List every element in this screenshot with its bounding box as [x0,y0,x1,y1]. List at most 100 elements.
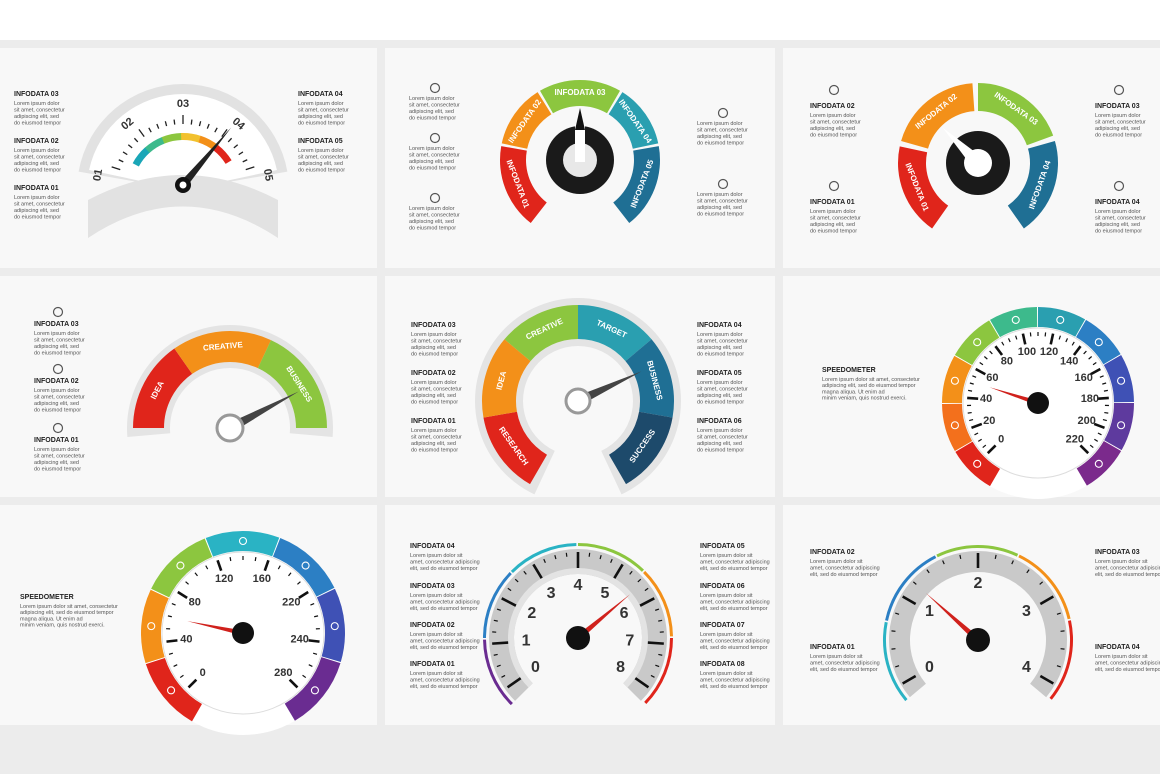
major-tick [1072,345,1082,356]
rim-arc [483,572,512,638]
minor-tick [229,556,232,562]
item-text: Lorem ipsum dolor [409,96,455,102]
item-title: INFODATA 04 [298,91,343,98]
minor-tick [312,652,318,655]
segment [174,331,271,374]
minor-tick [194,572,198,577]
major-tick [166,639,178,643]
item-text: adipiscing elit, sed [411,345,456,351]
scale-label: 160 [1074,372,1092,384]
ring-icon [176,561,185,570]
major-tick [1079,444,1090,455]
dial-tick [138,128,145,137]
minor-tick [314,615,319,618]
icon [52,363,64,375]
item-text: Lorem ipsum dolor sit [810,559,863,565]
item-text: sit amet, consectetur [697,387,748,393]
icon [1113,84,1125,96]
item-title: INFODATA 04 [697,322,742,329]
icon [429,132,441,144]
item-text: adipiscing elit, sed [409,109,454,115]
ring-icon [973,459,982,468]
scale-label: 180 [1081,393,1099,405]
item-text: elit, sed do eiusmod tempor [1095,572,1160,578]
scale-label: 140 [1060,355,1078,367]
minor-tick [658,653,663,656]
minor-tick [1092,362,1097,366]
icon [1113,180,1125,192]
scale-label: 100 [1018,346,1036,358]
needle-hub-inner [179,181,187,189]
minor-tick [1104,411,1109,414]
top-band [0,0,1160,40]
minor-tick [308,664,313,667]
dial-ring [888,551,1068,698]
major-tick [288,678,299,689]
item-text: amet, consectetur adipiscing [410,560,480,566]
minor-tick [1001,341,1005,346]
panel [385,505,775,725]
minor-tick [523,570,527,575]
segment [613,146,660,224]
item-text: adipiscing elit, sed [34,344,79,350]
dial-tick [198,121,202,127]
item-text: adipiscing elit, sed [34,460,79,466]
minor-tick [979,362,984,366]
scale-label: 3 [1022,603,1031,620]
item-text: sit amet, consectetur [14,108,65,114]
item-title: INFODATA 02 [34,378,79,385]
major-tick [994,345,1004,356]
scale-label: 160 [253,573,271,585]
item-title: INFODATA 03 [411,322,456,329]
item-title: INFODATA 01 [14,185,59,192]
panel [783,505,1160,725]
item-text: sit amet, consectetur [34,454,85,460]
item-text: do eiusmod tempor [1095,229,1142,235]
item-text: do eiusmod tempor [697,352,744,358]
segment-label: INFODATA 03 [555,88,607,97]
item-title: INFODATA 03 [14,91,59,98]
scale-label: 01 [91,168,105,182]
minor-tick [173,664,178,667]
segment [257,340,327,428]
scale-label: 2 [974,575,983,592]
item-text: sit amet, consectetur [810,216,861,222]
item-text: adipiscing elit, sed [14,114,59,120]
item-text: Lorem ipsum dolor [697,192,743,198]
item-text: elit, sed do eiusmod tempor [700,645,768,651]
item-text: adipiscing elit, sed [697,393,742,399]
needle [575,371,642,406]
icon [828,84,840,96]
ring-icon [330,622,339,631]
icon [52,306,64,318]
dial-tick [173,119,176,125]
rim-arc [483,639,513,706]
minor-tick [983,356,988,360]
needle-hub [564,387,592,415]
minor-tick [1089,444,1094,449]
item-title: INFODATA 02 [810,103,855,110]
ring-icon [310,686,319,695]
scale-label: 220 [1066,434,1084,446]
scale-label: 5 [601,585,610,602]
minor-tick [977,438,982,442]
major-tick [308,639,320,643]
item-title: INFODATA 02 [14,138,59,145]
needle-hub [232,622,254,644]
item-title: INFODATA 04 [410,543,455,550]
scale-label: 20 [983,415,995,427]
needle [989,387,1039,406]
minor-tick [565,552,568,557]
item-title: INFODATA 06 [697,418,742,425]
ring-segment [990,307,1038,338]
minor-tick [493,619,498,622]
speedometer-text: Lorem ipsum dolor sit amet, consectetur [822,377,920,383]
major-tick [187,678,198,689]
ring-icon [1056,315,1065,324]
minor-tick [507,587,512,592]
item-text: Lorem ipsum dolor [34,331,80,337]
item-text: Lorem ipsum dolor sit [700,553,753,559]
item-text: elit, sed do eiusmod tempor [700,606,768,612]
ring-icon [1094,459,1103,468]
